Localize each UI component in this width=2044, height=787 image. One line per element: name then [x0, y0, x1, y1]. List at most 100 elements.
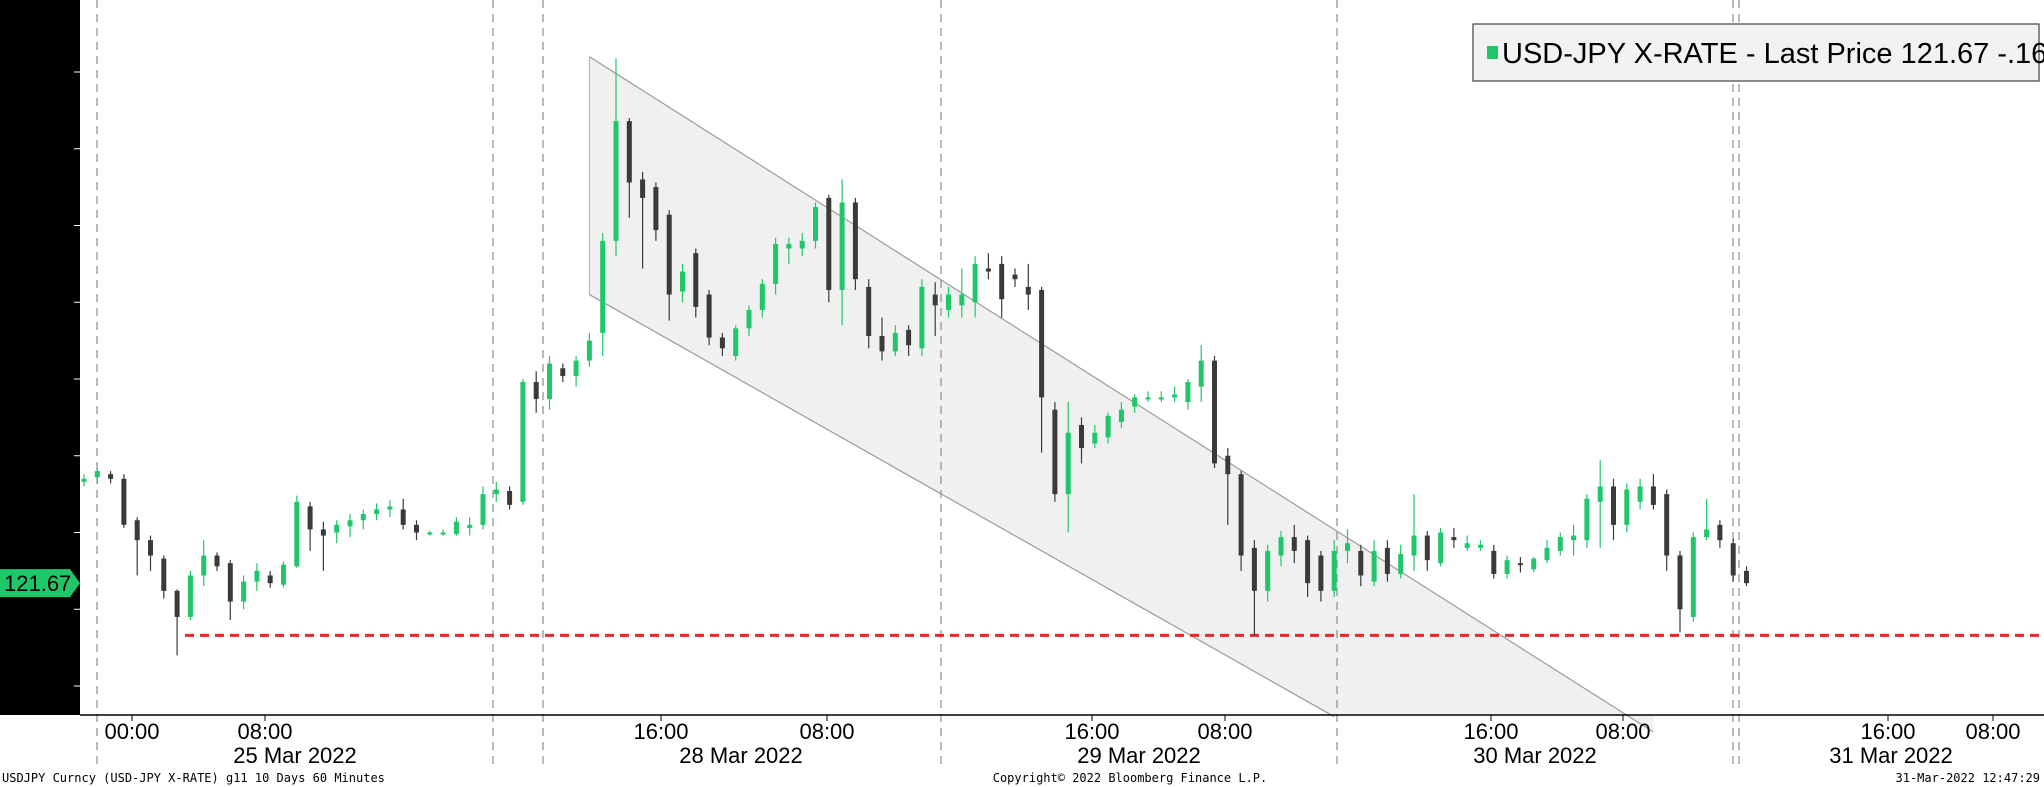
- candle: [680, 263, 685, 303]
- candle: [892, 325, 898, 356]
- candle-body: [507, 491, 513, 505]
- x-time-label: 00:00: [104, 719, 159, 744]
- candle: [1052, 402, 1058, 502]
- candle: [161, 555, 167, 599]
- candle-body: [1065, 432, 1071, 495]
- candle-body: [1464, 543, 1470, 548]
- candle-body: [1717, 524, 1723, 541]
- candle-body: [374, 509, 380, 515]
- y-tick-label: 125.00: [6, 60, 73, 85]
- candle: [187, 570, 193, 620]
- candle-body: [1132, 397, 1138, 407]
- candle: [1730, 538, 1736, 582]
- candle-body: [81, 478, 87, 482]
- candle-body: [1624, 489, 1630, 525]
- candle-body: [600, 240, 606, 333]
- candle-body: [1584, 498, 1590, 541]
- candle: [1544, 540, 1550, 564]
- candle-body: [985, 268, 991, 272]
- candle-body: [1012, 274, 1018, 280]
- channel-lower-line: [589, 294, 1335, 718]
- candle: [985, 253, 991, 280]
- candle-body: [453, 521, 459, 535]
- candle-body: [94, 471, 100, 478]
- candle: [706, 289, 712, 346]
- candle-body: [693, 253, 699, 307]
- candle-body: [214, 555, 220, 567]
- candle: [932, 282, 938, 337]
- candle: [387, 500, 393, 518]
- candle: [1012, 268, 1018, 287]
- candle: [214, 552, 220, 571]
- candle-body: [201, 555, 207, 576]
- candle-body: [267, 575, 273, 584]
- candle-body: [879, 336, 885, 352]
- legend-swatch: [1487, 46, 1498, 59]
- candle-body: [1158, 397, 1164, 400]
- candle-body: [826, 197, 832, 290]
- candle-body: [1145, 397, 1151, 400]
- candle-body: [680, 271, 685, 292]
- candle-body: [1704, 529, 1710, 538]
- candle: [759, 279, 765, 318]
- candle-body: [919, 286, 925, 349]
- candle-body: [334, 524, 340, 533]
- candle-body: [108, 474, 114, 479]
- candle-body: [1345, 543, 1350, 551]
- y-tick-label: 124.00: [6, 214, 73, 239]
- candle: [919, 279, 925, 356]
- x-date-label: 30 Mar 2022: [1473, 743, 1597, 768]
- candle: [1132, 394, 1138, 413]
- candle: [1158, 391, 1164, 403]
- candle: [733, 325, 739, 361]
- candle: [1597, 460, 1603, 548]
- candle-body: [839, 202, 845, 290]
- candle: [1105, 412, 1111, 444]
- candle: [1198, 345, 1204, 403]
- candle: [719, 332, 725, 356]
- candle-body: [1331, 550, 1337, 591]
- candle-body: [360, 514, 366, 521]
- y-tick-label: 124.50: [6, 137, 73, 162]
- candle-body: [1238, 474, 1244, 556]
- candle: [1318, 550, 1324, 602]
- candle-body: [480, 494, 486, 525]
- candle: [1371, 540, 1377, 587]
- candle-body: [1677, 555, 1683, 610]
- candle-body: [640, 179, 646, 198]
- candle: [1650, 474, 1656, 510]
- candle: [972, 256, 978, 318]
- candle: [1358, 544, 1364, 587]
- candle-body: [666, 214, 672, 295]
- candle: [1118, 402, 1124, 429]
- candle-body: [1212, 360, 1217, 464]
- legend-label: USD-JPY X-RATE - Last Price 121.67 -.16: [1502, 38, 2044, 70]
- candle-body: [773, 243, 779, 284]
- candle: [1677, 550, 1683, 633]
- candle-body: [813, 207, 818, 241]
- candle: [946, 286, 951, 318]
- candle: [1238, 471, 1244, 571]
- day-separator-lines: [96, 0, 1740, 768]
- candle: [959, 268, 965, 318]
- y-tick-label: 121.00: [6, 674, 73, 699]
- candle-body: [1198, 360, 1204, 387]
- candle: [1411, 494, 1417, 571]
- candle: [786, 237, 792, 264]
- candle-body: [1305, 540, 1311, 584]
- candle-body: [1611, 486, 1616, 525]
- candle-body: [1358, 550, 1364, 576]
- candle-body: [1092, 432, 1098, 444]
- candle: [626, 118, 632, 218]
- x-date-label: 31 Mar 2022: [1829, 743, 1953, 768]
- candle-body: [1478, 544, 1483, 548]
- candle: [334, 520, 340, 544]
- candle-body: [121, 478, 127, 525]
- x-time-label: 08:00: [1965, 719, 2020, 744]
- candle: [666, 210, 672, 321]
- candle: [1424, 530, 1430, 571]
- candle: [507, 486, 513, 510]
- candle-body: [613, 121, 619, 241]
- candle: [480, 486, 486, 530]
